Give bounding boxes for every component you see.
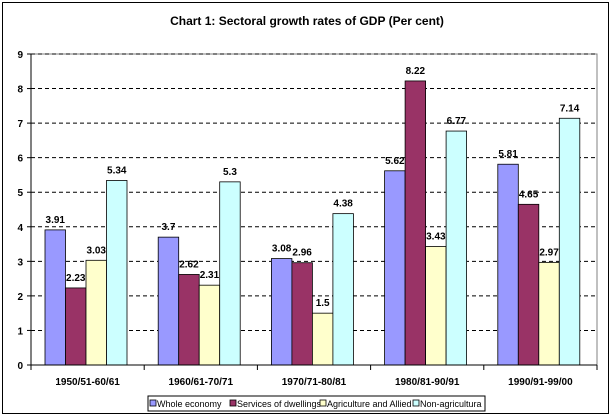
data-label: 2.31 (200, 270, 220, 281)
bar (157, 236, 180, 366)
bar (404, 80, 427, 366)
x-tick-label: 1990/91-99/00 (508, 377, 573, 388)
bar (44, 229, 66, 366)
bar (497, 163, 519, 366)
bar (311, 312, 334, 366)
data-label: 5.34 (107, 165, 127, 176)
legend-label: Agriculture and Allied (327, 399, 412, 409)
legend-swatch (229, 399, 237, 407)
data-label: 8.22 (406, 66, 426, 77)
data-label: 3.91 (46, 215, 66, 226)
legend: Whole economy Services of dwellings Agricu… (147, 395, 486, 412)
data-label: 5.81 (498, 149, 518, 160)
x-tick-labels: 1950/51-60/61 1960/61-70/71 1970/71-80/81 1… (55, 377, 573, 388)
y-tick-label: 8 (17, 85, 23, 96)
legend-swatch (319, 399, 327, 407)
bar (445, 130, 468, 366)
y-tick-label: 5 (17, 188, 23, 199)
data-label: 2.23 (66, 273, 86, 284)
data-label: 6.77 (447, 116, 467, 127)
bar (219, 181, 241, 366)
legend-label: Non-agricultura (420, 399, 482, 409)
data-label: 7.14 (560, 103, 580, 114)
y-tick-label: 3 (17, 257, 23, 268)
data-label: 4.65 (519, 189, 539, 200)
bar (332, 213, 354, 366)
data-label: 3.03 (87, 245, 107, 256)
data-label: 3.43 (426, 231, 446, 242)
axes (30, 54, 598, 370)
data-label: 5.62 (385, 156, 405, 167)
data-label: 4.38 (333, 199, 353, 210)
y-tick-labels: 0 1 2 3 4 5 6 7 8 9 (17, 50, 23, 372)
bar (65, 287, 87, 366)
bar (538, 261, 560, 366)
data-label: 3.08 (272, 244, 292, 255)
x-tick-label: 1980/81-90/91 (395, 377, 460, 388)
bar (384, 170, 406, 366)
legend-swatch (412, 399, 420, 407)
y-tick-label: 6 (17, 154, 23, 165)
y-tick-label: 4 (17, 223, 23, 234)
data-label: 5.3 (223, 167, 237, 178)
bar (178, 274, 200, 366)
legend-label: Services of dwellings (237, 399, 322, 409)
bar (106, 180, 128, 366)
y-tick-label: 1 (17, 326, 23, 337)
data-labels: 3.91 2.23 3.03 5.34 3.7 2.622.31 5.3 3.08 2.96 1.… (46, 66, 580, 309)
y-tick-label: 0 (17, 361, 23, 372)
bar (270, 258, 293, 366)
chart-title: Chart 1: Sectoral growth rates of GDP (P… (170, 14, 444, 28)
x-tick-label: 1960/61-70/71 (169, 377, 234, 388)
bar (558, 117, 581, 366)
x-tick-label: 1950/51-60/61 (55, 377, 120, 388)
bar (517, 203, 540, 366)
bars (44, 80, 581, 366)
data-label: 1.5 (316, 298, 330, 309)
y-tick-label: 7 (17, 119, 23, 130)
bar (198, 284, 221, 366)
bar (85, 259, 107, 366)
data-label: 2.97 (539, 247, 559, 258)
data-label: 3.7 (161, 222, 175, 233)
data-label: 2.96 (292, 248, 312, 259)
chart: Chart 1: Sectoral growth rates of GDP (P… (17, 14, 598, 412)
bar (291, 262, 313, 366)
legend-swatch (149, 399, 157, 407)
y-tick-label: 9 (17, 50, 23, 61)
y-tick-label: 2 (17, 292, 23, 303)
data-label: 2.62 (179, 259, 199, 270)
bar (425, 246, 447, 366)
legend-label: Whole economy (157, 399, 222, 409)
x-tick-label: 1970/71-80/81 (282, 377, 347, 388)
